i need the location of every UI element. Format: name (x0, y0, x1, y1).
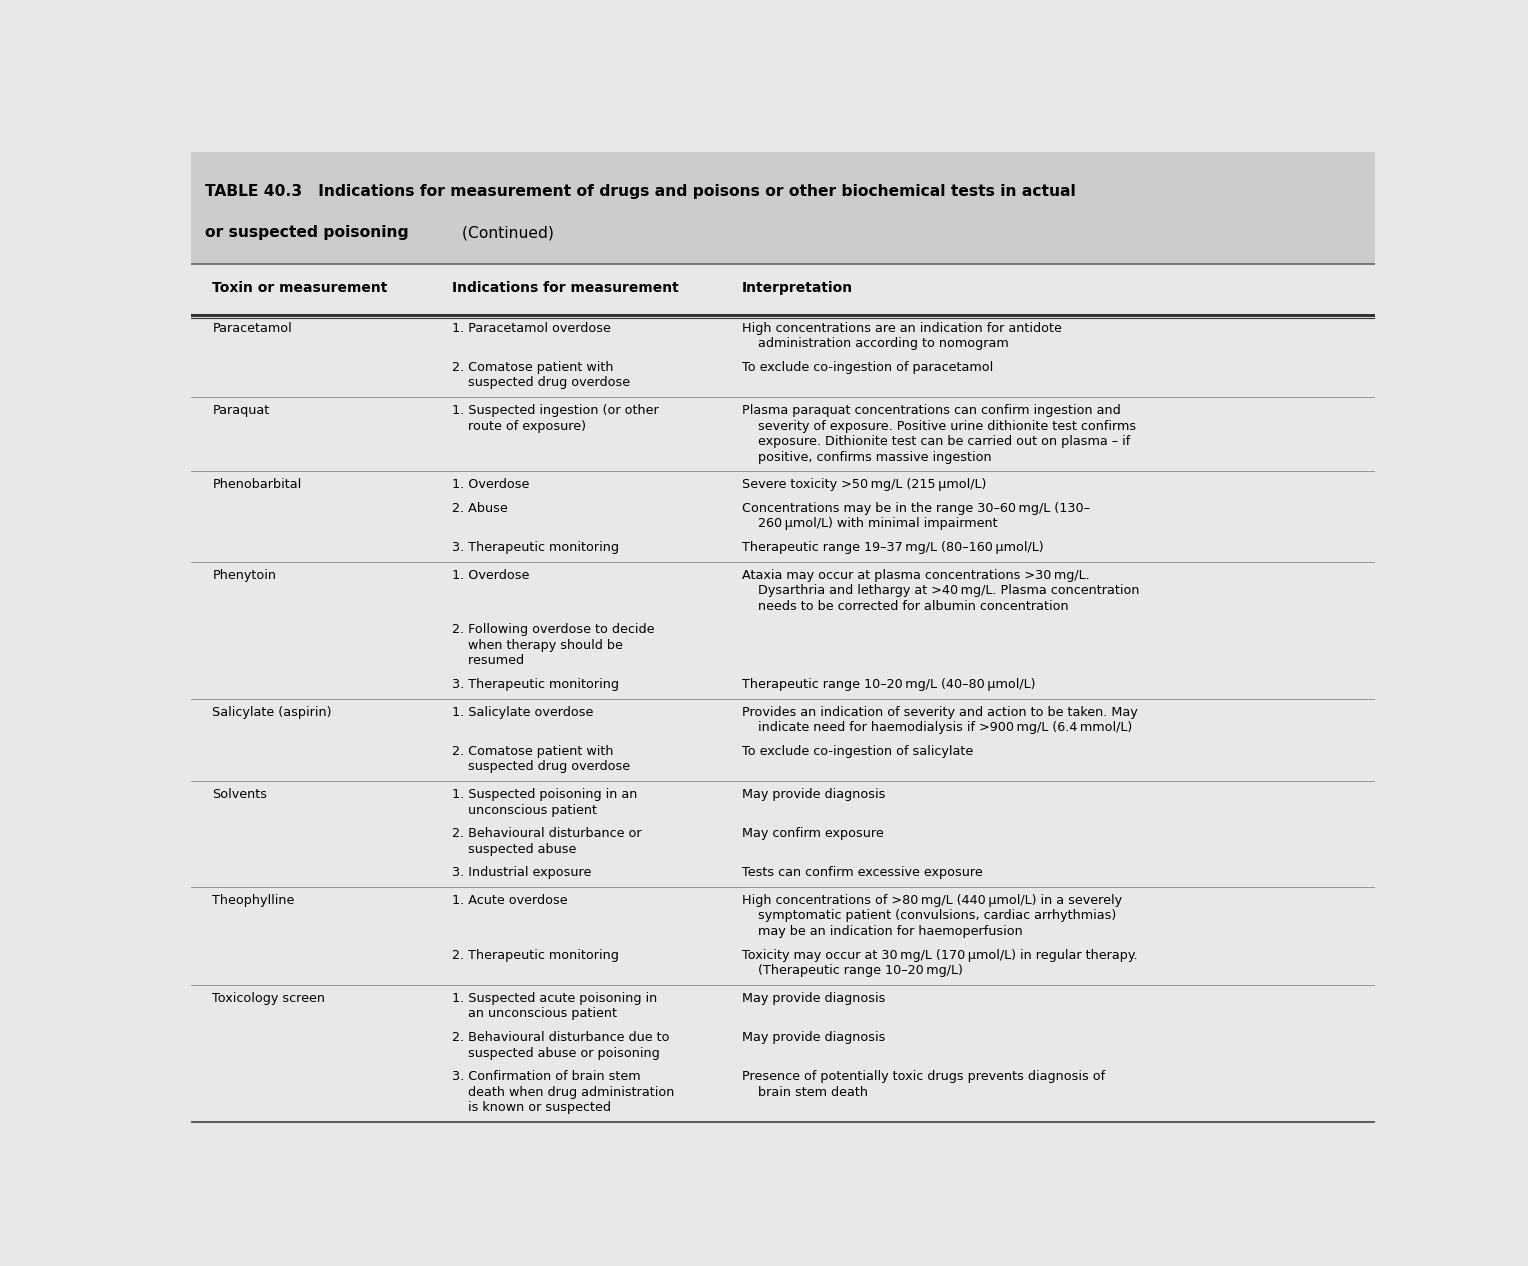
Text: 1. Salicylate overdose: 1. Salicylate overdose (452, 705, 593, 719)
Text: Salicylate (aspirin): Salicylate (aspirin) (212, 705, 332, 719)
Text: High concentrations are an indication for antidote
    administration according : High concentrations are an indication fo… (741, 322, 1062, 351)
Text: 1. Suspected poisoning in an
    unconscious patient: 1. Suspected poisoning in an unconscious… (452, 787, 637, 817)
Text: 3. Therapeutic monitoring: 3. Therapeutic monitoring (452, 679, 619, 691)
Text: Toxicology screen: Toxicology screen (212, 991, 325, 1005)
Text: May provide diagnosis: May provide diagnosis (741, 787, 885, 801)
Bar (191, 315, 1375, 1122)
Text: 1. Acute overdose: 1. Acute overdose (452, 894, 567, 906)
Text: TABLE 40.3   Indications for measurement of drugs and poisons or other biochemic: TABLE 40.3 Indications for measurement o… (205, 184, 1076, 199)
Text: Plasma paraquat concentrations can confirm ingestion and
    severity of exposur: Plasma paraquat concentrations can confi… (741, 404, 1135, 463)
Text: Concentrations may be in the range 30–60 mg/L (130–
    260 μmol/L) with minimal: Concentrations may be in the range 30–60… (741, 501, 1089, 530)
Text: 2. Behavioural disturbance or
    suspected abuse: 2. Behavioural disturbance or suspected … (452, 827, 642, 856)
Text: 3. Industrial exposure: 3. Industrial exposure (452, 866, 591, 880)
Text: Phenytoin: Phenytoin (212, 568, 277, 581)
Text: Toxicity may occur at 30 mg/L (170 μmol/L) in regular therapy.
    (Therapeutic : Toxicity may occur at 30 mg/L (170 μmol/… (741, 948, 1137, 977)
Text: 3. Therapeutic monitoring: 3. Therapeutic monitoring (452, 541, 619, 555)
Text: (Continued): (Continued) (457, 225, 555, 241)
Text: Solvents: Solvents (212, 787, 267, 801)
Text: 2. Therapeutic monitoring: 2. Therapeutic monitoring (452, 948, 619, 962)
Bar (191, 152, 1375, 265)
Text: Severe toxicity >50 mg/L (215 μmol/L): Severe toxicity >50 mg/L (215 μmol/L) (741, 479, 986, 491)
Text: Paracetamol: Paracetamol (212, 322, 292, 334)
Text: To exclude co-ingestion of paracetamol: To exclude co-ingestion of paracetamol (741, 361, 993, 373)
Text: High concentrations of >80 mg/L (440 μmol/L) in a severely
    symptomatic patie: High concentrations of >80 mg/L (440 μmo… (741, 894, 1122, 938)
Text: Interpretation: Interpretation (741, 281, 853, 295)
Text: May provide diagnosis: May provide diagnosis (741, 991, 885, 1005)
Text: Toxin or measurement: Toxin or measurement (212, 281, 388, 295)
Text: 1. Paracetamol overdose: 1. Paracetamol overdose (452, 322, 610, 334)
Text: Tests can confirm excessive exposure: Tests can confirm excessive exposure (741, 866, 983, 880)
Text: To exclude co-ingestion of salicylate: To exclude co-ingestion of salicylate (741, 744, 973, 758)
Text: 1. Overdose: 1. Overdose (452, 479, 529, 491)
Text: 3. Confirmation of brain stem
    death when drug administration
    is known or: 3. Confirmation of brain stem death when… (452, 1070, 674, 1114)
Text: Therapeutic range 19–37 mg/L (80–160 μmol/L): Therapeutic range 19–37 mg/L (80–160 μmo… (741, 541, 1044, 555)
Text: Ataxia may occur at plasma concentrations >30 mg/L.
    Dysarthria and lethargy : Ataxia may occur at plasma concentration… (741, 568, 1140, 613)
Text: Phenobarbital: Phenobarbital (212, 479, 301, 491)
Text: Indications for measurement: Indications for measurement (452, 281, 678, 295)
Text: Paraquat: Paraquat (212, 404, 269, 417)
Text: May provide diagnosis: May provide diagnosis (741, 1031, 885, 1044)
Text: 2. Comatose patient with
    suspected drug overdose: 2. Comatose patient with suspected drug … (452, 744, 630, 774)
Text: or suspected poisoning: or suspected poisoning (205, 225, 410, 241)
Text: Therapeutic range 10–20 mg/L (40–80 μmol/L): Therapeutic range 10–20 mg/L (40–80 μmol… (741, 679, 1034, 691)
Text: 1. Overdose: 1. Overdose (452, 568, 529, 581)
Text: 2. Behavioural disturbance due to
    suspected abuse or poisoning: 2. Behavioural disturbance due to suspec… (452, 1031, 669, 1060)
Text: 1. Suspected acute poisoning in
    an unconscious patient: 1. Suspected acute poisoning in an uncon… (452, 991, 657, 1020)
Text: 1. Suspected ingestion (or other
    route of exposure): 1. Suspected ingestion (or other route o… (452, 404, 659, 433)
Text: May confirm exposure: May confirm exposure (741, 827, 883, 841)
Text: Presence of potentially toxic drugs prevents diagnosis of
    brain stem death: Presence of potentially toxic drugs prev… (741, 1070, 1105, 1099)
Text: 2. Following overdose to decide
    when therapy should be
    resumed: 2. Following overdose to decide when the… (452, 623, 654, 667)
Text: Theophylline: Theophylline (212, 894, 295, 906)
Text: 2. Comatose patient with
    suspected drug overdose: 2. Comatose patient with suspected drug … (452, 361, 630, 390)
Text: Provides an indication of severity and action to be taken. May
    indicate need: Provides an indication of severity and a… (741, 705, 1137, 734)
Text: 2. Abuse: 2. Abuse (452, 501, 507, 515)
